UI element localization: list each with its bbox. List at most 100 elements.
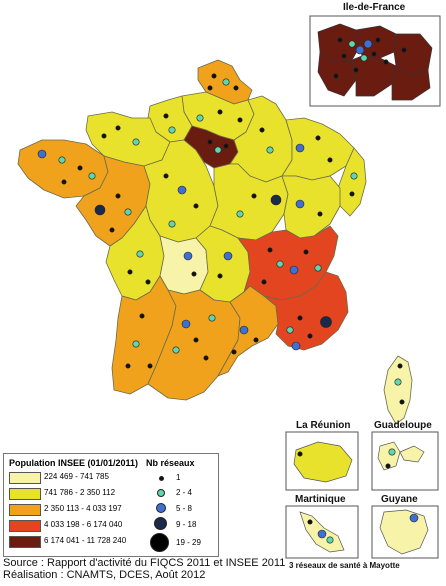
network-dot [267,247,273,253]
network-dot [88,172,96,180]
network-dot [203,355,209,361]
network-dot [163,173,169,179]
network-dot [208,314,216,322]
legend-nb-label-4: 9 - 18 [176,520,197,529]
network-dot [181,319,191,329]
network-dot [297,451,303,457]
legend-label-class-1: 224 469 - 741 785 [44,472,109,481]
legend-swatch-class-3 [9,504,41,516]
legend-nb-title: Nb réseaux [146,458,195,468]
network-dot [266,146,274,154]
guadeloupe-island [377,441,425,471]
network-dot [196,114,204,122]
network-dot [193,203,199,209]
network-dot [360,54,368,62]
network-dot [317,211,323,217]
legend-dot-nb-5 [150,533,169,552]
network-dot [388,448,396,456]
legend-population-title: Population INSEE (01/01/2011) [9,458,139,468]
network-dot [333,73,339,79]
network-dot [261,279,267,285]
network-dot [94,204,106,216]
network-dot [326,536,334,544]
reunion-island [293,441,353,483]
network-dot [349,191,355,197]
region-midi-pyrenees [147,289,241,401]
network-dot [375,37,381,43]
network-dot [341,53,347,59]
region-bourgogne [209,163,289,241]
network-dot [291,341,301,351]
legend-label-class-5: 6 174 041 - 11 728 240 [44,536,127,545]
network-dot [109,227,115,233]
region-lorraine [281,117,355,181]
map-legend: Population INSEE (01/01/2011) Nb réseaux… [3,453,219,557]
network-dot [191,271,197,277]
network-dot [320,316,332,328]
network-dots [37,73,405,405]
idf-network-dots [333,37,407,79]
network-dot [399,399,405,405]
network-dot [355,45,365,55]
network-dot [270,194,282,206]
network-dot [409,513,419,523]
network-dot [127,269,133,275]
network-dot [289,265,299,275]
legend-nb-label-3: 5 - 8 [176,504,193,513]
network-dot [401,47,407,53]
legend-swatch-class-1 [9,472,41,484]
region-franche-comte [281,175,341,239]
network-dot [371,51,377,57]
network-dot [61,179,67,185]
network-dot [101,133,107,139]
network-dot [223,143,229,149]
network-dot [251,193,257,199]
legend-label-class-3: 2 350 113 - 4 033 197 [44,504,122,513]
network-dot [297,315,303,321]
network-dot [348,40,356,48]
network-dot [327,157,333,163]
guyane-inset-title: Guyane [381,494,418,505]
network-dot [315,135,321,141]
network-dot [233,85,239,91]
network-dot [37,149,47,159]
network-dot [217,273,223,279]
network-dot [139,313,145,319]
legend-swatch-class-5 [9,536,41,548]
network-dot [303,249,309,255]
region-alsace [337,147,367,217]
network-dot [172,346,180,354]
network-dot [177,185,187,195]
network-dot [217,109,223,115]
idf-inset-title: Ile-de-France [343,2,406,13]
network-dot [222,78,230,86]
region-bretagne [17,139,109,199]
network-dot [286,326,294,334]
legend-swatch-class-4 [9,520,41,532]
legend-dot-nb-3 [156,503,166,513]
legend-label-class-4: 4 033 198 - 6 174 040 [44,520,123,529]
network-dot [207,85,213,91]
reunion-inset-title: La Réunion [296,420,351,431]
network-dot [259,127,265,133]
network-dot [223,251,233,261]
network-dot [314,264,322,272]
network-dot [115,193,121,199]
network-dot [58,156,66,164]
mayotte-note: 3 réseaux de santé à Mayotte [289,561,400,570]
network-dot [307,519,313,525]
network-dot [353,67,359,73]
network-dot [307,333,313,339]
network-dot [237,117,243,123]
network-dot [363,39,373,49]
network-dot [236,210,244,218]
network-dot [168,126,176,134]
legend-swatch-class-2 [9,488,41,500]
network-dot [214,146,222,154]
legend-dot-nb-2 [157,489,165,497]
guadeloupe-inset-title: Guadeloupe [374,420,432,431]
legend-label-class-2: 741 786 - 2 350 112 [44,488,116,497]
network-dot [124,208,132,216]
